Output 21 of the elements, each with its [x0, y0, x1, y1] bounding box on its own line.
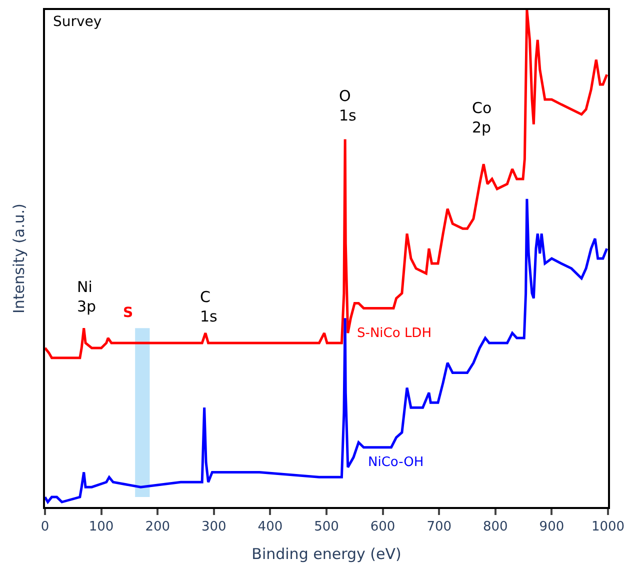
x-tick-label: 800 [482, 520, 508, 535]
x-tick-label: 500 [314, 520, 339, 535]
x-tick-label: 1000 [591, 520, 625, 535]
x-tick-label: 0 [40, 520, 50, 535]
x-tick-label: 300 [201, 520, 226, 535]
x-tick-label: 400 [258, 520, 283, 535]
annotation: Survey [53, 14, 102, 30]
y-axis-title: Intensity (a.u.) [10, 204, 28, 314]
x-tick-label: 200 [145, 520, 170, 535]
x-tick-label: 900 [539, 520, 564, 535]
x-tick-label: 600 [370, 520, 396, 535]
band-label: S [123, 305, 134, 321]
x-tick-label: 700 [426, 520, 452, 535]
annotation: Ni 3p [77, 278, 96, 316]
series-label: S-NiCo LDH [357, 326, 432, 341]
x-tick-label: 100 [88, 520, 114, 535]
annotation: C 1s [200, 288, 218, 326]
x-axis-title: Binding energy (eV) [252, 545, 402, 564]
annotation: Co 2p [472, 99, 492, 136]
series-label: NiCo-OH [368, 455, 424, 470]
annotation: O 1s [339, 87, 357, 124]
